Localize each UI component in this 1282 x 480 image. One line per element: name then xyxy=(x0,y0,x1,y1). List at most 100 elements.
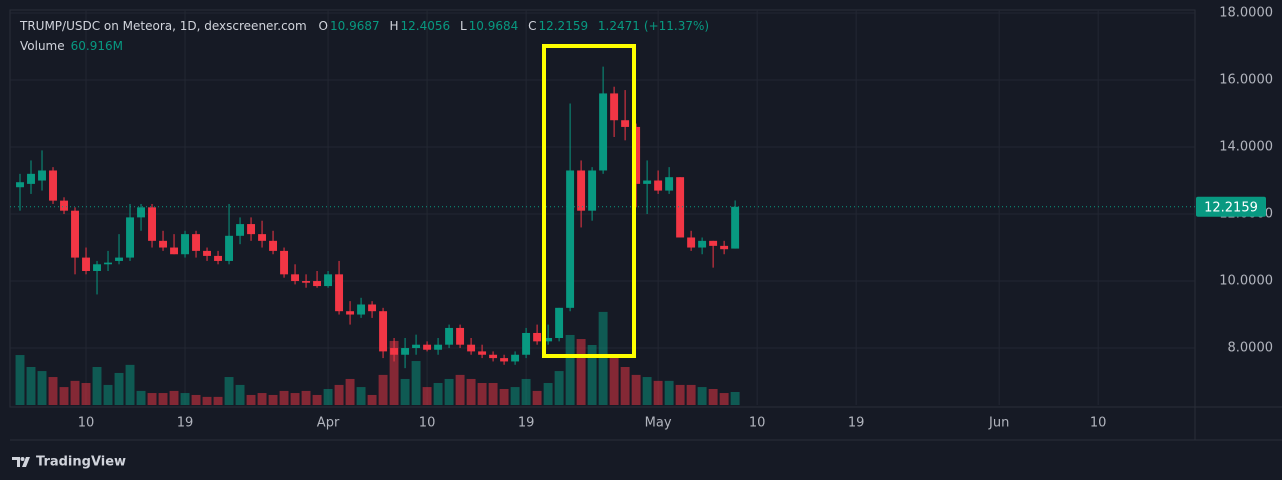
volume-bar xyxy=(389,340,399,405)
low-label: L xyxy=(459,19,467,33)
volume-bar xyxy=(488,383,498,405)
volume-bar xyxy=(422,387,432,405)
volume-bar xyxy=(455,374,465,405)
x-tick-label: 19 xyxy=(177,416,194,431)
candle-body xyxy=(225,235,234,261)
volume-bar xyxy=(191,394,201,405)
candle-body xyxy=(236,224,245,236)
last-price-box xyxy=(1196,196,1266,217)
candle-body xyxy=(181,234,189,255)
volume-bar xyxy=(268,394,278,405)
volume-bar xyxy=(125,364,135,405)
x-tick-label: 19 xyxy=(518,416,535,431)
candle-body xyxy=(368,304,377,312)
candle-body xyxy=(434,344,443,350)
volume-bar xyxy=(202,396,212,405)
volume-bar xyxy=(565,334,575,405)
volume-bar xyxy=(257,393,267,405)
candle-body xyxy=(643,180,652,184)
y-tick-label: 18.0000 xyxy=(1219,6,1273,21)
y-tick-label: 16.0000 xyxy=(1219,73,1273,88)
candle-body xyxy=(654,180,663,191)
candle-body xyxy=(82,257,90,271)
x-tick-label: 10 xyxy=(419,416,436,431)
x-tick-label: May xyxy=(645,416,672,431)
candle-body xyxy=(731,206,740,249)
volume-bar xyxy=(620,366,630,405)
close-label: C xyxy=(528,19,537,33)
candle-body xyxy=(104,262,112,265)
candle-body xyxy=(720,245,729,250)
candle-body xyxy=(335,274,344,312)
candle-body xyxy=(401,348,410,355)
candle-body xyxy=(324,274,333,287)
volume-bar xyxy=(510,387,520,405)
candle-body xyxy=(423,344,432,350)
volume-bar xyxy=(92,366,102,405)
candle-body xyxy=(203,250,212,256)
candle-body xyxy=(467,344,476,352)
candle-body xyxy=(192,234,201,251)
volume-value: 60.916M xyxy=(70,39,123,53)
volume-bar xyxy=(136,390,146,405)
highlight-box xyxy=(542,44,636,358)
y-tick-label: 8.0000 xyxy=(1228,341,1274,356)
volume-bar xyxy=(499,388,509,405)
candle-body xyxy=(599,93,608,171)
x-tick-label: Apr xyxy=(317,416,340,431)
axis-labels: 8.000010.000012.000014.000016.000018.000… xyxy=(78,6,1273,431)
brand-name: TradingView xyxy=(36,455,126,470)
volume-bar xyxy=(686,384,696,405)
volume-bar xyxy=(81,383,91,405)
volume-label: Volume xyxy=(20,39,65,53)
volume-bar xyxy=(587,345,597,405)
candle-body xyxy=(390,348,399,355)
candle-body xyxy=(500,358,509,362)
candle-body xyxy=(489,354,498,359)
volume-bar xyxy=(70,380,80,405)
volume-bar xyxy=(708,388,718,405)
volume-bar xyxy=(103,384,113,405)
volume-bar xyxy=(378,374,388,405)
volume-bar xyxy=(224,377,234,405)
candle-body xyxy=(456,327,465,345)
candle-body xyxy=(676,177,685,238)
volume-bar xyxy=(521,378,531,405)
x-tick-label: 10 xyxy=(1090,416,1107,431)
candle-body xyxy=(709,240,718,246)
high-label: H xyxy=(389,19,399,33)
candle-body xyxy=(258,234,267,241)
candle-body xyxy=(632,126,641,184)
candle-body xyxy=(214,255,223,261)
candle-body xyxy=(412,344,421,349)
volume-bars xyxy=(15,311,740,405)
candle-body xyxy=(577,170,586,211)
volume-bar xyxy=(48,377,58,405)
volume-bar xyxy=(301,390,311,405)
volume-bar xyxy=(169,390,179,405)
volume-bar xyxy=(213,396,223,405)
volume-bar xyxy=(279,390,289,405)
volume-bar xyxy=(444,378,454,405)
volume-bar xyxy=(367,394,377,405)
candle-body xyxy=(148,207,156,241)
symbol-title: TRUMP/USDC on Meteora, 1D, dexscreener.c… xyxy=(20,19,307,33)
candle-body xyxy=(137,207,145,218)
volume-bar xyxy=(653,380,663,405)
volume-bar xyxy=(609,355,619,405)
candle-body xyxy=(698,240,707,248)
legend-header: TRUMP/USDC on Meteora, 1D, dexscreener.c… xyxy=(20,19,715,33)
close-value: 12.2159 xyxy=(538,19,589,33)
volume-bar xyxy=(477,383,487,405)
x-tick-label: 10 xyxy=(78,416,95,431)
volume-bar xyxy=(730,391,740,405)
candle-body xyxy=(93,264,101,271)
candle-body xyxy=(27,173,35,184)
candle-body xyxy=(38,170,46,181)
volume-bar xyxy=(675,384,685,405)
volume-bar xyxy=(246,394,256,405)
open-label: O xyxy=(318,19,328,33)
volume-bar xyxy=(466,378,476,405)
candle-body xyxy=(159,240,167,248)
